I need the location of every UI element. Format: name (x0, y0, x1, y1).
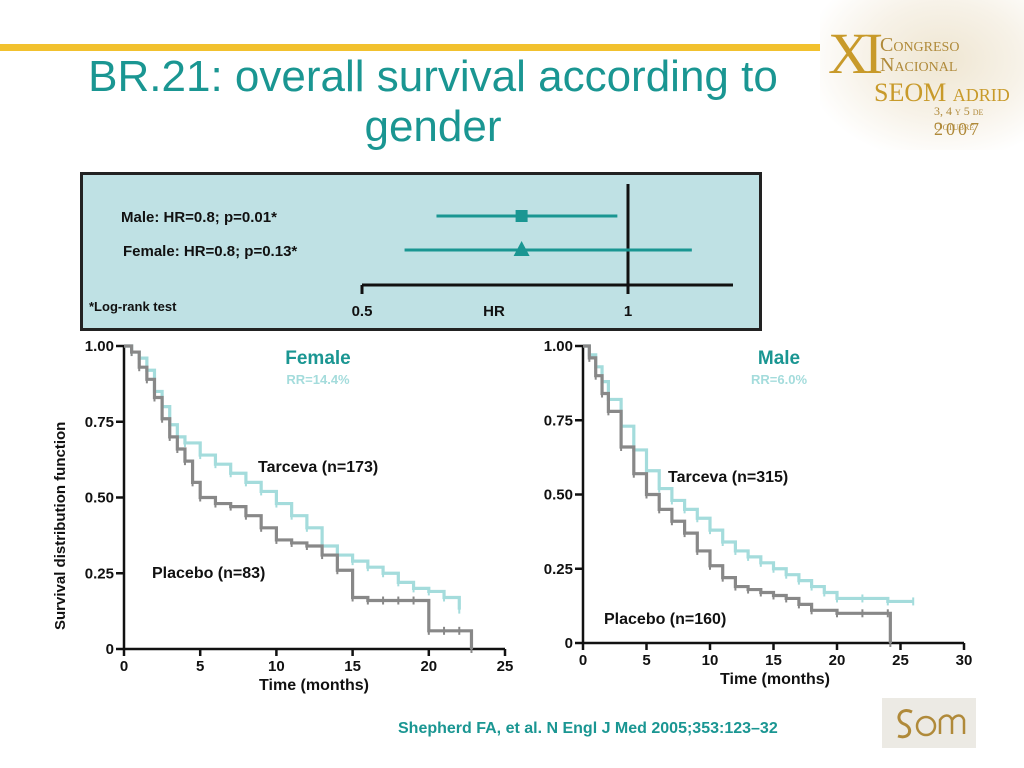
logo-line-dates: 3, 4 y 5 de Octubre (934, 104, 984, 133)
y-tick-label: 1.00 (544, 338, 573, 355)
x-tick-label: 25 (497, 658, 514, 675)
panel-subtitle: RR=6.0% (751, 372, 807, 387)
seom-logo-mark (897, 709, 966, 739)
slide-title: BR.21: overall survival according to gen… (88, 52, 778, 151)
y-tick-label: 0.25 (85, 565, 114, 582)
x-tick-label: 0 (579, 652, 587, 669)
x-tick-label: 15 (765, 652, 782, 669)
forest-marker-square (515, 210, 528, 222)
y-tick-label: 0.50 (85, 490, 114, 507)
y-tick-label: 0 (565, 635, 573, 652)
y-tick-label: 1.00 (85, 338, 114, 355)
forest-axis-label: HR (483, 303, 505, 320)
logo-roman-numeral: XI (828, 21, 883, 86)
y-tick-label: 0.25 (544, 561, 573, 578)
forest-tick-label-0.5: 0.5 (352, 303, 373, 320)
x-tick-label: 20 (829, 652, 846, 669)
x-tick-label: 5 (196, 658, 204, 675)
congress-logo: XI Congreso Nacional SEOM adrid 3, 4 y 5… (820, 0, 1024, 150)
series-label-placebo: Placebo (n=160) (604, 611, 726, 628)
panel-subtitle: RR=14.4% (286, 372, 350, 387)
x-tick-label: 5 (642, 652, 650, 669)
forest-tick-label-1: 1 (624, 303, 632, 320)
forest-row-female-label: Female: HR=0.8; p=0.13* (123, 243, 298, 260)
x-axis-label: Time (months) (720, 671, 830, 688)
logo-background (820, 0, 1024, 150)
x-tick-label: 25 (892, 652, 909, 669)
x-tick-label: 0 (120, 658, 128, 675)
logo-line-nacional: Nacional (880, 54, 958, 76)
x-tick-label: 15 (344, 658, 361, 675)
series-label-placebo: Placebo (n=83) (152, 565, 265, 582)
km-curve-placebo (583, 344, 892, 643)
x-tick-label: 10 (702, 652, 719, 669)
km-curve-placebo (124, 344, 474, 649)
x-axis-label: Time (months) (259, 677, 369, 694)
citation: Shepherd FA, et al. N Engl J Med 2005;35… (398, 720, 778, 737)
title-accent-bar (0, 44, 820, 51)
forest-marker-triangle (513, 241, 530, 256)
panel-title: Male (758, 348, 800, 369)
logo-line-year: 2007 (934, 119, 982, 139)
x-tick-label: 20 (420, 658, 437, 675)
y-tick-label: 0.75 (85, 414, 114, 431)
seom-logo (882, 698, 976, 748)
series-label-tarceva: Tarceva (n=315) (668, 469, 788, 486)
x-tick-label: 10 (268, 658, 285, 675)
logo-line-congreso: Congreso (880, 34, 960, 56)
panel-title: Female (285, 348, 350, 369)
y-tick-label: 0.50 (544, 487, 573, 504)
y-axis-label: Survival distribution function (52, 421, 69, 630)
y-tick-label: 0 (106, 641, 114, 658)
y-tick-label: 0.75 (544, 412, 573, 429)
x-tick-label: 30 (956, 652, 973, 669)
forest-footnote: *Log-rank test (89, 299, 177, 314)
series-label-tarceva: Tarceva (n=173) (258, 459, 378, 476)
logo-line-seom: SEOM adrid (874, 78, 1010, 107)
forest-row-male-label: Male: HR=0.8; p=0.01* (121, 209, 277, 226)
